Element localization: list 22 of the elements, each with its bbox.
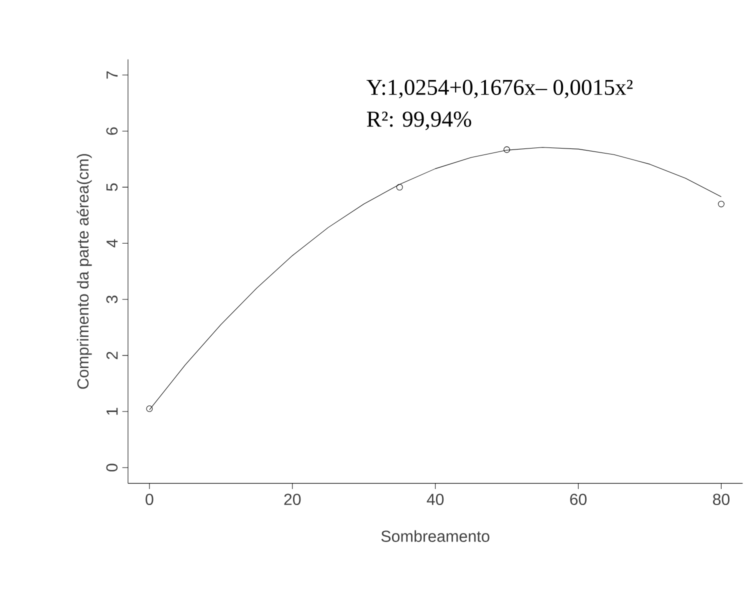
point bbox=[718, 200, 724, 208]
x-tick-label: 0 bbox=[146, 494, 154, 506]
point bbox=[146, 406, 153, 412]
y-axis-title: Comprimento da parte aérea(cm) bbox=[76, 154, 92, 389]
x-axis-title: Sombreamento bbox=[381, 530, 490, 542]
y-tick-label: 2 bbox=[106, 352, 118, 360]
x-tick-label: 40 bbox=[426, 494, 444, 506]
x-tick-label: 60 bbox=[570, 494, 587, 506]
y-tick-label: 3 bbox=[106, 296, 118, 304]
y-tick-label: 7 bbox=[106, 71, 118, 79]
line-series bbox=[149, 147, 722, 410]
annotation: R²: 99,94% bbox=[366, 112, 472, 130]
y-tick-label: 1 bbox=[106, 408, 118, 415]
y-tick-label: 0 bbox=[106, 464, 118, 472]
annotation: Y:1,0254+0,1676x– 0,0015x² bbox=[366, 80, 633, 98]
point bbox=[396, 184, 403, 190]
y-tick-label: 6 bbox=[106, 127, 118, 135]
x-tick-label: 80 bbox=[713, 494, 730, 506]
x-tick-label: 20 bbox=[284, 494, 301, 506]
point bbox=[504, 146, 510, 153]
y-tick-label: 4 bbox=[106, 239, 118, 248]
y-tick-label: 5 bbox=[106, 183, 118, 191]
